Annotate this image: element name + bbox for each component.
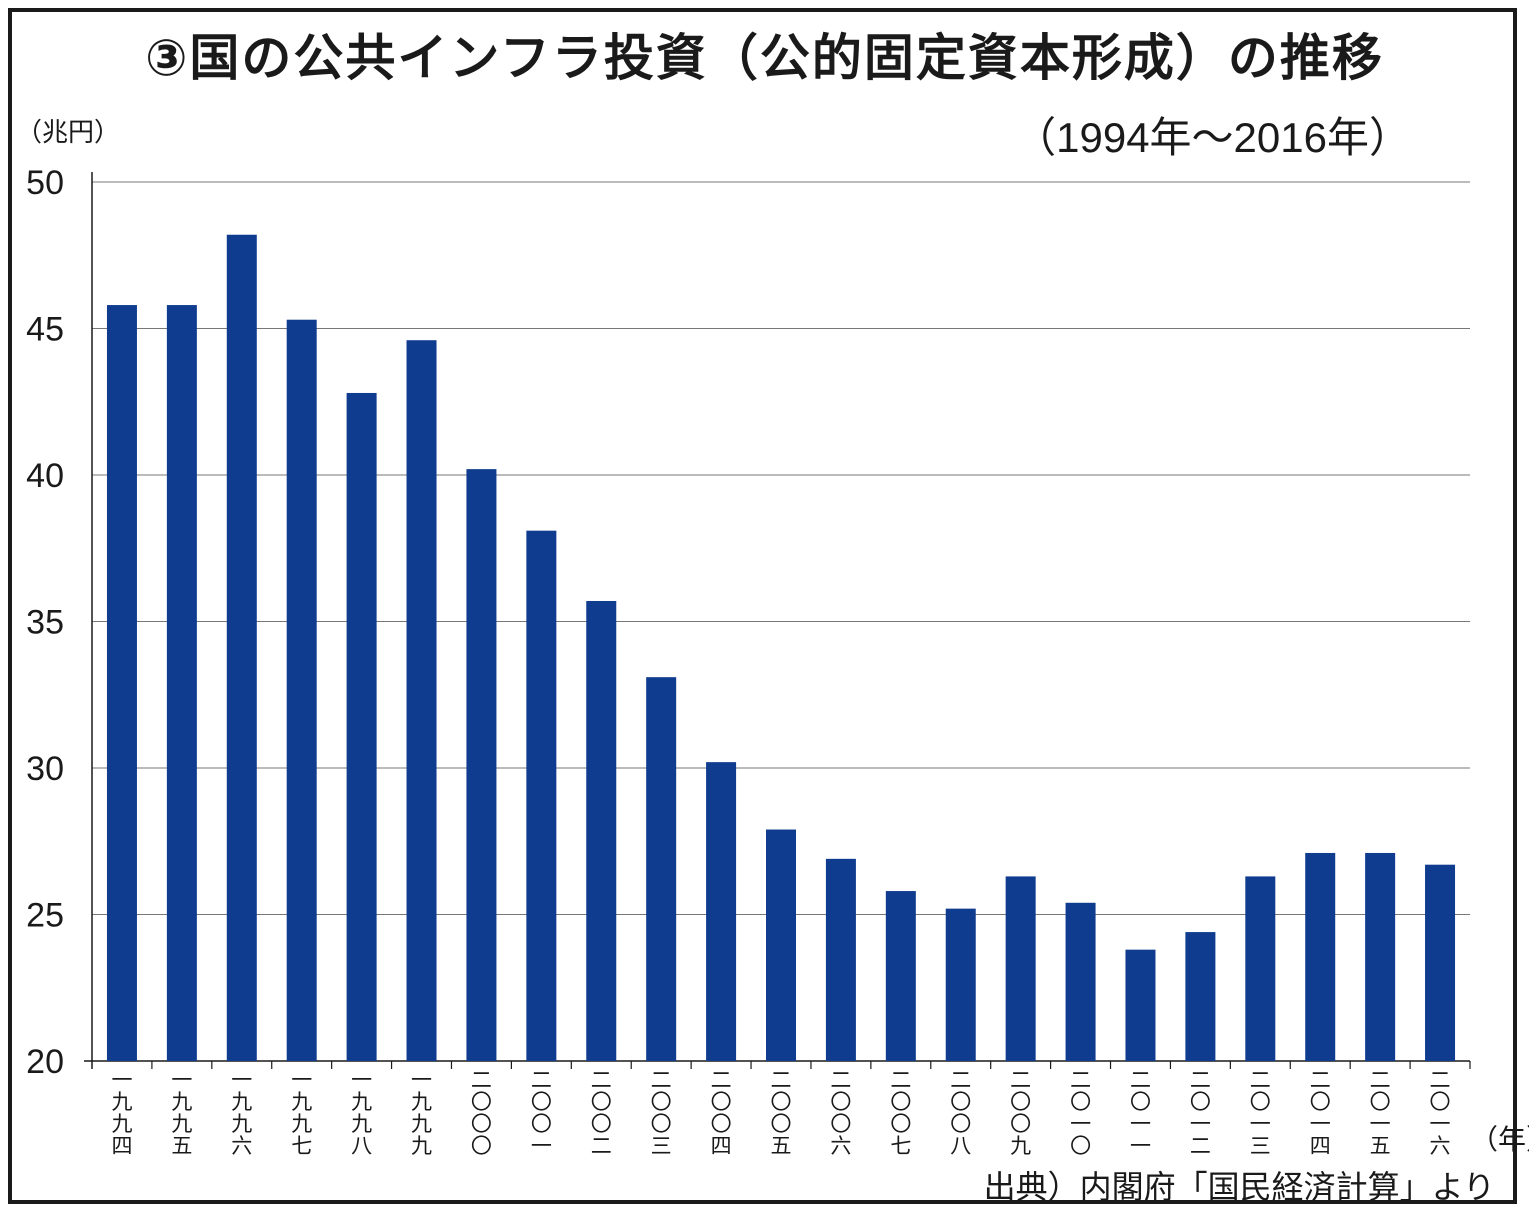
bar	[346, 392, 377, 1062]
x-tick-label: 二〇〇八	[950, 1068, 971, 1158]
bar	[1185, 932, 1216, 1061]
x-tick-label: 二〇〇〇	[471, 1068, 492, 1158]
bar	[646, 677, 677, 1061]
x-tick-label: 二〇一一	[1130, 1068, 1151, 1158]
y-tick-label: 40	[26, 457, 64, 495]
y-tick-label: 45	[26, 311, 64, 349]
bar	[706, 762, 737, 1061]
y-axis-unit-label: （兆円）	[16, 118, 121, 148]
x-tick-label: 二〇一三	[1250, 1068, 1271, 1158]
bar	[766, 829, 796, 1061]
y-tick-label: 35	[26, 604, 64, 642]
bar	[1125, 949, 1156, 1061]
bar	[406, 340, 437, 1062]
y-tick-label: 20	[26, 1043, 64, 1081]
x-tick-label: 二〇一〇	[1070, 1068, 1091, 1158]
x-tick-label: 二〇〇七	[890, 1068, 911, 1158]
bar	[945, 908, 976, 1061]
x-axis-unit-label: （年）	[1470, 1123, 1529, 1156]
bar	[1005, 876, 1036, 1061]
x-tick-label: 二〇〇五	[771, 1068, 792, 1158]
x-tick-label: 一九九六	[231, 1068, 252, 1158]
x-tick-label: 一九九五	[171, 1068, 192, 1158]
x-tick-label: 二〇一四	[1310, 1068, 1331, 1158]
bar	[526, 530, 557, 1061]
bar	[586, 600, 617, 1061]
x-tick-label: 一九九九	[411, 1068, 432, 1158]
bar	[1425, 864, 1456, 1061]
x-tick-label: 二〇〇六	[830, 1068, 851, 1158]
bar	[466, 469, 497, 1061]
source-note: 出典）内閣府「国民経済計算」より	[983, 1168, 1495, 1206]
bar	[1245, 876, 1276, 1061]
x-tick-label: 二〇〇九	[1010, 1068, 1031, 1158]
x-tick-label: 二〇一六	[1430, 1068, 1451, 1158]
y-tick-label: 25	[26, 897, 64, 935]
chart-title: ③国の公共インフラ投資（公的固定資本形成）の推移	[145, 29, 1384, 87]
x-tick-label: 二〇一五	[1370, 1068, 1391, 1158]
bar	[226, 234, 257, 1062]
x-tick-label: 二〇〇一	[531, 1068, 552, 1158]
x-tick-label: 一九九七	[291, 1068, 312, 1158]
y-tick-label: 30	[26, 750, 64, 788]
bar	[1065, 902, 1096, 1061]
y-tick-label: 50	[26, 164, 64, 202]
bar	[1305, 852, 1336, 1061]
x-tick-label: 二〇〇二	[591, 1068, 612, 1158]
x-tick-label: 二〇〇四	[711, 1068, 732, 1158]
bar	[825, 858, 856, 1061]
bar	[286, 319, 317, 1062]
bar	[1365, 852, 1396, 1061]
x-tick-label: 一九九四	[111, 1068, 132, 1158]
bar	[885, 891, 916, 1061]
x-tick-label: 二〇一二	[1190, 1068, 1211, 1158]
bar	[106, 305, 137, 1061]
x-tick-label: 二〇〇三	[651, 1068, 672, 1158]
bar	[166, 305, 197, 1061]
x-tick-label: 一九九八	[351, 1068, 372, 1158]
chart-subtitle: （1994年～2016年）	[1014, 114, 1411, 161]
